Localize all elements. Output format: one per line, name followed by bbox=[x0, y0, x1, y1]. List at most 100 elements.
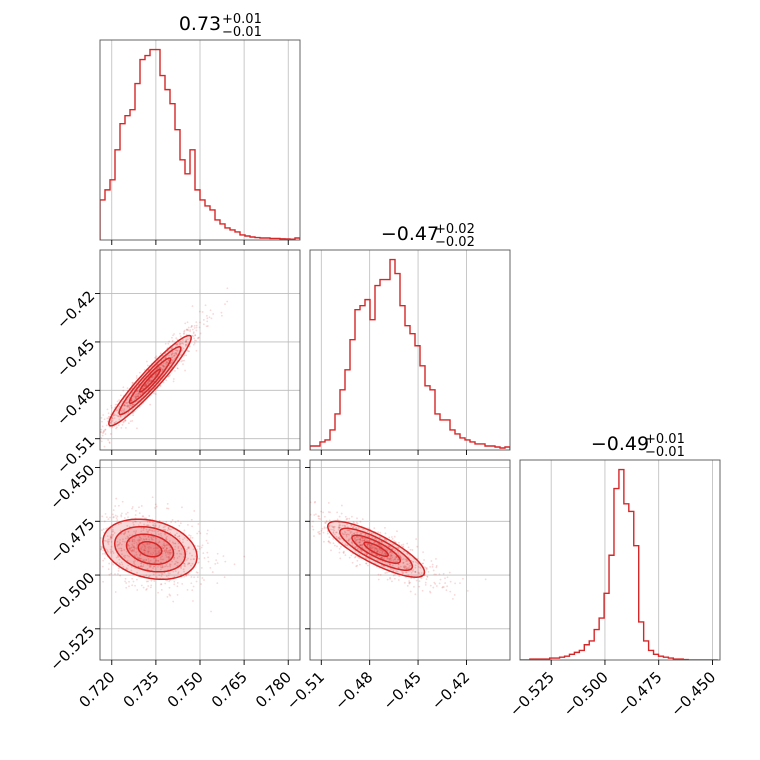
sample-point bbox=[354, 555, 357, 558]
sample-point bbox=[117, 415, 120, 418]
sample-point bbox=[133, 562, 135, 564]
sample-point bbox=[167, 551, 169, 554]
sample-point bbox=[409, 548, 412, 551]
sample-point bbox=[399, 565, 402, 568]
sample-point bbox=[134, 393, 137, 396]
sample-point bbox=[133, 546, 136, 549]
sample-point bbox=[221, 314, 223, 317]
sample-point bbox=[163, 544, 166, 547]
sample-point bbox=[108, 573, 111, 576]
sample-point bbox=[116, 400, 119, 403]
sample-point bbox=[167, 350, 169, 353]
sample-point bbox=[325, 526, 328, 529]
sample-point bbox=[418, 572, 421, 575]
sample-point bbox=[399, 555, 401, 558]
sample-point bbox=[205, 539, 208, 542]
sample-point bbox=[359, 538, 362, 541]
sample-point bbox=[117, 569, 120, 572]
sample-point bbox=[170, 362, 173, 365]
sample-point bbox=[178, 535, 181, 537]
sample-point bbox=[181, 342, 184, 344]
sample-point bbox=[355, 521, 358, 524]
sample-point bbox=[181, 359, 184, 362]
density-contours bbox=[108, 334, 192, 427]
sample-point bbox=[143, 538, 146, 541]
sample-point bbox=[184, 345, 187, 347]
sample-point bbox=[148, 515, 151, 517]
sample-point bbox=[191, 562, 194, 565]
sample-point bbox=[129, 420, 132, 423]
sample-point bbox=[333, 525, 336, 528]
sample-point bbox=[102, 429, 105, 432]
sample-point bbox=[115, 497, 118, 500]
sample-point bbox=[140, 564, 142, 567]
sample-point bbox=[191, 305, 194, 307]
sample-point bbox=[166, 529, 169, 532]
sample-point bbox=[182, 333, 185, 335]
sample-point bbox=[185, 340, 188, 343]
sample-point bbox=[145, 559, 148, 561]
sample-point bbox=[137, 557, 140, 560]
sample-point bbox=[148, 564, 151, 567]
sample-point bbox=[96, 436, 98, 438]
sample-point bbox=[152, 536, 155, 538]
sample-point bbox=[103, 557, 106, 560]
sample-point bbox=[338, 547, 341, 550]
sample-point bbox=[158, 549, 161, 552]
sample-point bbox=[180, 553, 183, 556]
sample-point bbox=[177, 547, 180, 550]
sample-point bbox=[148, 538, 151, 541]
sample-point bbox=[94, 433, 96, 435]
sample-point bbox=[134, 520, 136, 523]
sample-point bbox=[198, 336, 200, 339]
sample-point bbox=[361, 543, 364, 546]
sample-point bbox=[359, 536, 362, 539]
sample-point bbox=[159, 566, 162, 569]
sample-point bbox=[435, 565, 438, 567]
sample-point bbox=[119, 416, 122, 418]
sample-point bbox=[174, 370, 176, 372]
sample-point bbox=[408, 580, 411, 582]
sample-point bbox=[454, 582, 457, 585]
sample-point bbox=[396, 556, 398, 559]
sample-point bbox=[328, 519, 331, 522]
sample-point bbox=[352, 526, 355, 529]
sample-point bbox=[363, 537, 366, 540]
sample-point bbox=[142, 543, 145, 546]
sample-point bbox=[198, 326, 201, 329]
sample-point bbox=[375, 538, 378, 541]
sample-point bbox=[179, 342, 182, 345]
sample-point bbox=[192, 335, 195, 338]
sample-point bbox=[112, 530, 115, 533]
sample-point bbox=[126, 387, 129, 390]
sample-point bbox=[233, 563, 236, 566]
sample-point bbox=[175, 351, 178, 354]
sample-point bbox=[142, 387, 145, 390]
sample-point bbox=[402, 561, 405, 564]
sample-point bbox=[148, 379, 151, 382]
sample-point bbox=[173, 556, 176, 559]
sample-point bbox=[402, 543, 405, 546]
sample-point bbox=[126, 524, 129, 527]
sample-point bbox=[131, 404, 133, 407]
sample-point bbox=[165, 549, 168, 552]
sample-point bbox=[131, 543, 134, 546]
sample-point bbox=[361, 550, 363, 552]
sample-point bbox=[359, 538, 362, 540]
sample-point bbox=[360, 544, 363, 547]
sample-point bbox=[102, 528, 105, 531]
sample-point bbox=[120, 522, 122, 525]
x-tick-label: −0.525 bbox=[506, 668, 558, 720]
sample-point bbox=[377, 578, 380, 581]
sample-point bbox=[193, 339, 196, 342]
sample-point bbox=[313, 514, 316, 516]
sample-point bbox=[127, 404, 129, 407]
sample-point bbox=[216, 562, 219, 565]
sample-point bbox=[397, 552, 400, 554]
sample-point bbox=[198, 557, 200, 560]
sample-point bbox=[130, 400, 133, 402]
sample-point bbox=[101, 547, 103, 549]
title-param-1-plus: +0.02 bbox=[435, 222, 475, 237]
title-param-0-plus: +0.01 bbox=[222, 12, 262, 27]
sample-point bbox=[322, 531, 325, 534]
